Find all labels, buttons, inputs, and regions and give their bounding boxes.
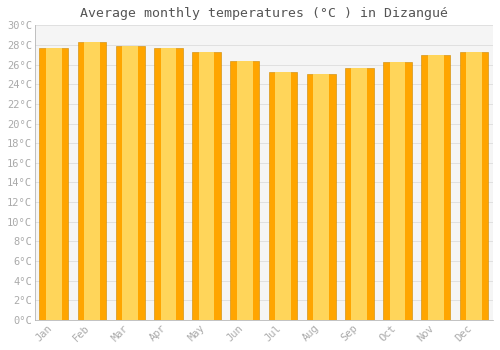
Bar [268,72,298,320]
Bar [46,48,62,320]
Bar [40,48,68,320]
Bar [198,52,214,320]
Title: Average monthly temperatures (°C ) in Dizangué: Average monthly temperatures (°C ) in Di… [80,7,448,20]
Bar [116,46,144,320]
Bar [307,75,336,320]
Bar [237,61,252,320]
Bar [192,52,221,320]
Bar [422,55,450,320]
Bar [345,68,374,320]
Bar [460,52,488,320]
Bar [275,72,291,320]
Bar [154,48,182,320]
Bar [466,52,482,320]
Bar [84,42,100,320]
Bar [122,46,138,320]
Bar [428,55,444,320]
Bar [383,62,412,320]
Bar [230,61,259,320]
Bar [390,62,406,320]
Bar [352,68,368,320]
Bar [314,75,329,320]
Bar [160,48,176,320]
Bar [78,42,106,320]
